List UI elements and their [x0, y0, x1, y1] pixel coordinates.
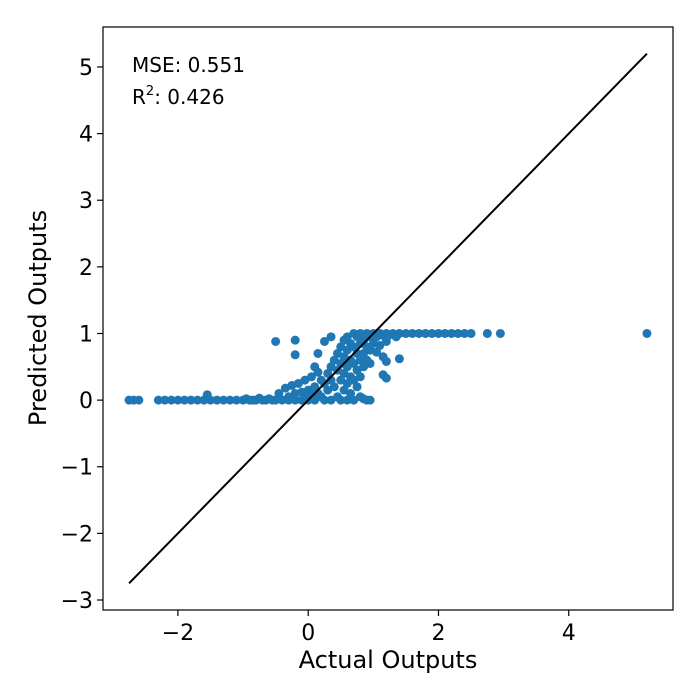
data-point	[160, 395, 170, 405]
data-point	[355, 372, 365, 382]
r2-prefix: R	[132, 85, 146, 109]
data-point	[336, 395, 346, 405]
data-point	[271, 336, 281, 346]
data-point	[375, 340, 385, 350]
data-point	[420, 328, 430, 338]
x-tick-label: 2	[431, 621, 445, 646]
y-tick-label: 3	[79, 189, 93, 214]
data-point	[306, 372, 316, 382]
data-point	[365, 395, 375, 405]
r2-suffix: : 0.426	[154, 85, 224, 109]
data-point	[381, 373, 391, 383]
data-point	[166, 395, 176, 405]
data-point	[326, 332, 336, 342]
x-axis-ticks: −2 0 2 4	[162, 610, 576, 646]
data-point	[427, 328, 437, 338]
data-point	[219, 395, 229, 405]
data-point	[342, 395, 352, 405]
y-axis-ticks: −3 −2 −1 0 1 2 3 4 5	[61, 56, 103, 614]
scatter-points	[124, 328, 652, 405]
data-point	[447, 328, 457, 338]
data-point	[134, 395, 144, 405]
data-point	[179, 395, 189, 405]
data-point	[466, 328, 476, 338]
data-point	[290, 335, 300, 345]
data-point	[205, 395, 215, 405]
data-point	[310, 382, 320, 392]
data-point	[225, 395, 235, 405]
data-point	[346, 388, 356, 398]
data-point	[355, 328, 365, 338]
data-point	[319, 395, 329, 405]
data-point	[414, 328, 424, 338]
x-tick-label: 0	[301, 621, 315, 646]
data-point	[319, 336, 329, 346]
plot-frame	[102, 26, 674, 611]
y-tick-label: 0	[79, 389, 93, 414]
data-point	[495, 328, 505, 338]
y-tick-label: 5	[79, 56, 93, 81]
identity-line	[128, 52, 648, 585]
y-tick-label: −2	[61, 522, 93, 547]
data-point	[381, 356, 391, 366]
y-tick-label: −3	[61, 589, 93, 614]
y-tick-label: 1	[79, 322, 93, 347]
data-point	[212, 395, 222, 405]
data-point	[313, 348, 323, 358]
x-tick-label: −2	[162, 621, 194, 646]
y-tick-label: −1	[61, 456, 93, 481]
data-point	[433, 328, 443, 338]
x-tick-label: 4	[562, 621, 576, 646]
y-axis-label: Predicted Outputs	[24, 210, 52, 426]
data-point	[284, 395, 294, 405]
data-point	[186, 395, 196, 405]
data-point	[232, 395, 242, 405]
data-point	[313, 367, 323, 377]
data-point	[153, 395, 163, 405]
y-tick-label: 4	[79, 123, 93, 148]
data-point	[394, 328, 404, 338]
data-point	[453, 328, 463, 338]
data-point	[642, 328, 652, 338]
data-point	[365, 358, 375, 368]
data-point	[352, 382, 362, 392]
data-point	[394, 354, 404, 364]
x-axis-label: Actual Outputs	[299, 646, 478, 674]
data-point	[407, 328, 417, 338]
data-point	[372, 347, 382, 357]
data-point	[440, 328, 450, 338]
r2-annotation: R2: 0.426	[132, 84, 225, 109]
data-point	[401, 328, 411, 338]
data-point	[323, 368, 333, 378]
data-point	[290, 395, 300, 405]
data-point	[355, 355, 365, 365]
data-point	[460, 328, 470, 338]
data-point	[192, 395, 202, 405]
data-point	[290, 350, 300, 360]
data-point	[482, 328, 492, 338]
data-point	[381, 336, 391, 346]
mse-annotation: MSE: 0.551	[132, 53, 245, 77]
y-tick-label: 2	[79, 256, 93, 281]
data-point	[173, 395, 183, 405]
data-point	[329, 382, 339, 392]
r2-superscript: 2	[146, 84, 154, 99]
